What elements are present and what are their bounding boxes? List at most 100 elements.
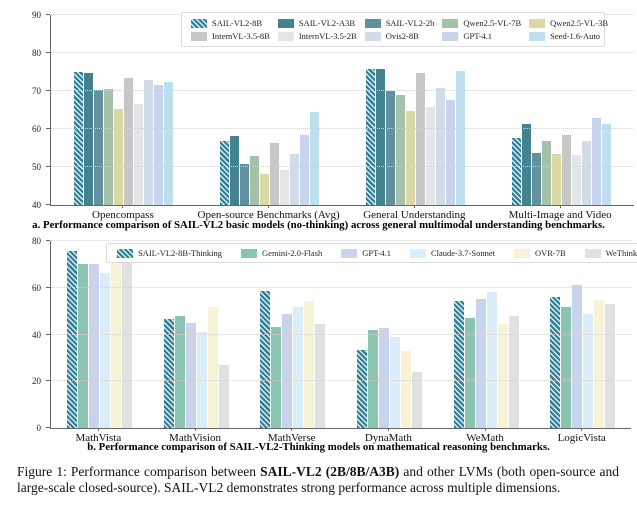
gridline (51, 333, 631, 335)
legend-swatch (241, 248, 258, 258)
figure-caption-bold: SAIL-VL2 (2B/8B/A3B) (260, 464, 400, 479)
bar-group (343, 15, 489, 205)
bar-Claude-3.7-Sonnet (389, 336, 400, 428)
legend-swatch (584, 248, 601, 258)
bar-Qwen2.5-VL-3B (114, 108, 124, 205)
y-axis: 0 20 40 60 80 (0, 236, 50, 433)
legend-item-label: InternVL-3.5-8B (212, 31, 270, 41)
x-category-label: DynaMath (364, 432, 412, 444)
bar-group (197, 15, 343, 205)
legend-swatch (341, 248, 358, 258)
bar-OVR-7B (304, 300, 315, 428)
legend-swatch (409, 248, 426, 258)
legend-item-label: WeThink-7B (605, 248, 637, 258)
x-tick-mark (291, 428, 293, 431)
legend-item: Qwen2.5-VL-7B (442, 18, 521, 28)
legend-item-label: Ovis2-8B (385, 31, 419, 41)
legend-item: SAIL-VL2-A3B (277, 18, 357, 28)
y-tick-mark (46, 380, 50, 382)
legend-swatch (513, 248, 530, 258)
bar-InternVL-3.5-2B (425, 107, 435, 205)
gridline (51, 240, 631, 241)
x-tick-mark (581, 428, 583, 431)
legend-swatch (364, 18, 381, 28)
x-category-label: MathVista (75, 432, 122, 444)
bar-Gemini-2.0-Flash (271, 326, 282, 428)
y-tick-mark (46, 52, 50, 53)
bar-SAIL-VL2-8B-Thinking (163, 318, 174, 428)
bar-WeThink-7B (315, 323, 326, 428)
bar-Claude-3.7-Sonnet (99, 272, 110, 428)
legend-item: InternVL-3.5-2B (277, 31, 357, 41)
bar-Qwen2.5-VL-3B (260, 174, 270, 205)
legend-item-label: GPT-4.1 (463, 31, 493, 41)
bar-GPT-4.1 (154, 85, 164, 205)
bar-InternVL-3.5-2B (134, 103, 144, 205)
y-tick-label: 80 (32, 236, 41, 246)
legend-item-label: OVR-7B (534, 248, 566, 258)
legend-item-label: InternVL-3.5-2B (298, 31, 357, 41)
bar-Claude-3.7-Sonnet (293, 306, 304, 428)
x-label-cell: Multi-Image and Video (487, 205, 633, 221)
bar-group (51, 241, 148, 428)
bar-Qwen2.5-VL-7B (395, 94, 405, 205)
y-tick-mark (46, 166, 50, 167)
bar-WeThink-7B (605, 304, 616, 428)
bar-group (341, 241, 438, 428)
figure-caption-suffix: and other LVMs (both open-source and lar… (17, 464, 620, 496)
y-tick-label: 40 (32, 329, 41, 340)
legend-item: Claude-3.7-Sonnet (409, 248, 495, 258)
bar-Ovis2-8B (290, 154, 300, 205)
gridline (51, 380, 631, 382)
bar-Qwen2.5-VL-7B (541, 140, 551, 205)
figure-caption-prefix: Figure 1: Performance comparison between (17, 464, 261, 479)
y-tick-label: 60 (32, 282, 41, 293)
bar-OVR-7B (594, 300, 605, 428)
bar-SAIL-VL2-A3B (375, 68, 385, 205)
x-category-label: Multi-Image and Video (508, 209, 612, 221)
bar-Seed-1.6-Auto (601, 123, 611, 205)
y-tick-label: 80 (32, 48, 41, 58)
bar-group (534, 241, 631, 428)
bar-Ovis2-8B (144, 80, 154, 205)
x-category-label: WeMath (466, 432, 504, 444)
x-label-cell: General Understanding (342, 205, 488, 221)
x-label-cell: LogicVista (533, 428, 630, 444)
y-tick-label: 20 (32, 376, 41, 387)
bar-SAIL-VL2-8B-Thinking (356, 350, 367, 428)
x-label-cell: MathVerse (243, 428, 340, 444)
bar-InternVL-3.5-8B (415, 73, 425, 205)
bar-Ovis2-8B (581, 140, 591, 205)
x-labels: Opencompass Open-source Benchmarks (Avg) G… (50, 205, 633, 221)
legend-item-label: Qwen2.5-VL-7B (463, 18, 522, 28)
y-tick-label: 40 (32, 200, 41, 210)
legend-item: InternVL-3.5-8B (191, 31, 270, 41)
legend-swatch (277, 18, 294, 28)
subcaption-b: b. Performance comparison of SAIL-VL2-Th… (87, 441, 550, 453)
bar-Ovis2-8B (435, 88, 445, 205)
bar-WeThink-7B (218, 365, 229, 428)
chart-general-understanding: 40 50 60 70 80 90 SAIL-VL2-8B SAIL-VL2-A3B SAIL… (0, 0, 637, 238)
bar-OVR-7B (497, 324, 508, 428)
legend-item-label: SAIL-VL2-A3B (298, 18, 356, 28)
gridline (51, 166, 634, 167)
legend-item-label: SAIL-VL2-2b (385, 18, 435, 28)
x-tick-mark (484, 428, 486, 431)
bar-Qwen2.5-VL-7B (250, 155, 260, 205)
bar-Gemini-2.0-Flash (174, 316, 185, 428)
bar-GPT-4.1 (591, 118, 601, 205)
bar-Seed-1.6-Auto (310, 111, 320, 205)
y-tick-mark (46, 240, 50, 241)
bar-GPT-4.1 (300, 135, 310, 205)
legend-swatch (442, 31, 459, 41)
legend-item: GPT-4.1 (341, 248, 391, 258)
x-tick-mark (268, 205, 270, 208)
x-category-label: Opencompass (92, 209, 154, 221)
legend-item-label: Seed-1.6-Auto (550, 31, 600, 41)
legend-item: OVR-7B (513, 248, 566, 258)
bar-GPT-4.1 (475, 299, 486, 428)
legend-item-label: Claude-3.7-Sonnet (430, 248, 495, 258)
bar-SAIL-VL2-2b (94, 89, 104, 205)
legend-item: GPT-4.1 (442, 31, 521, 41)
chart-math-reasoning: 0 20 40 60 80 SAIL-VL2-8B-Thinking Gemini-2.0… (0, 228, 637, 444)
